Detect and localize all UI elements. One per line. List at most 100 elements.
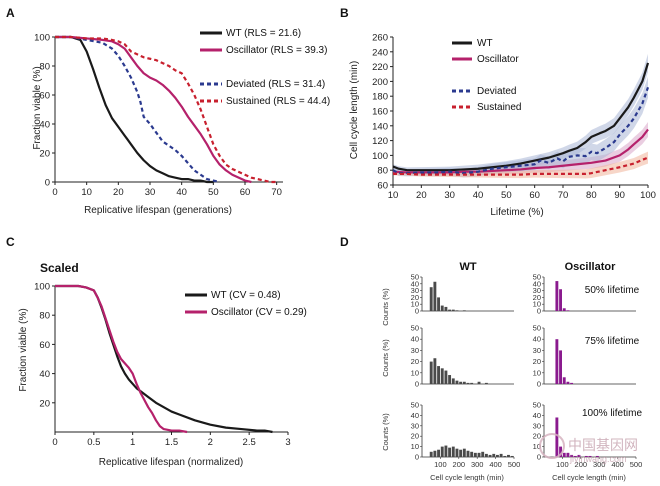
legend-label-sustained: Sustained bbox=[477, 102, 521, 113]
hist-y-tick-label: 50 bbox=[411, 324, 419, 333]
hist-x-tick-label: 500 bbox=[508, 460, 521, 469]
chart-a-xlabel: Replicative lifespan (generations) bbox=[84, 205, 232, 216]
series-line-oscillator bbox=[55, 284, 188, 434]
panel-label-b: B bbox=[340, 6, 349, 20]
series-line-wt bbox=[392, 62, 650, 172]
x-tick-label: 70 bbox=[558, 190, 569, 201]
hist-bar bbox=[559, 350, 562, 384]
hist-y-tick-label: 50 bbox=[411, 273, 419, 282]
hist-bar bbox=[470, 451, 474, 457]
hist-bar bbox=[584, 455, 588, 457]
hist-bar bbox=[484, 453, 488, 457]
hist-x-tick-label: 200 bbox=[575, 460, 588, 469]
hist-bar bbox=[437, 366, 440, 384]
hist-y-tick-label: 30 bbox=[411, 346, 419, 355]
hist-y-tick-label: 40 bbox=[411, 335, 419, 344]
hist-y-tick-label: 20 bbox=[533, 293, 541, 302]
hist-bar bbox=[507, 454, 510, 457]
hist-y-tick-label: 0 bbox=[415, 307, 419, 316]
hist-bar bbox=[437, 297, 440, 311]
hist-bar bbox=[455, 310, 459, 311]
hist-x-tick-label: 200 bbox=[453, 460, 466, 469]
x-tick-label: 10 bbox=[81, 187, 92, 198]
panel-label-d: D bbox=[340, 235, 349, 249]
hist-bar bbox=[466, 450, 470, 457]
column-header-wt: WT bbox=[459, 261, 476, 273]
hist-bar bbox=[559, 289, 562, 311]
chart-d-histograms: 0102030405001020304050010203040500102030… bbox=[411, 273, 643, 470]
hist-bar bbox=[429, 287, 433, 311]
hist-bar bbox=[451, 378, 455, 384]
hist-bar bbox=[573, 455, 577, 457]
hist-bar bbox=[451, 446, 455, 457]
x-tick-label: 50 bbox=[208, 187, 219, 198]
x-tick-label: 1 bbox=[130, 437, 135, 448]
hist-bar bbox=[488, 454, 492, 457]
y-tick-label: 100 bbox=[34, 282, 50, 293]
x-tick-label: 2 bbox=[208, 437, 213, 448]
legend-label-deviated: Deviated (RLS = 31.4) bbox=[226, 79, 325, 90]
y-tick-label: 200 bbox=[372, 77, 388, 88]
series-line-oscillator bbox=[392, 128, 649, 174]
y-tick-label: 0 bbox=[45, 178, 50, 189]
hist-y-tick-label: 50 bbox=[533, 273, 541, 282]
hist-y-tick-label: 30 bbox=[411, 421, 419, 430]
hist-y-tick-label: 0 bbox=[537, 453, 541, 462]
column-header-oscillator: Oscillator bbox=[565, 261, 616, 273]
hist-bar bbox=[462, 310, 466, 311]
hist-y-tick-label: 50 bbox=[533, 324, 541, 333]
series-line-deviated bbox=[392, 86, 650, 175]
hist-bar bbox=[496, 454, 499, 457]
hist-bar bbox=[429, 361, 433, 384]
watermark-text: 中国基因网 bbox=[568, 437, 638, 453]
chart-b-axes: 10 20 30 40 50 60 70 80 90 100 60 80 100 120 140 160 180… bbox=[372, 33, 656, 202]
chart-b-ylabel: Cell cycle length (min) bbox=[349, 61, 360, 159]
legend-label-oscillator: Oscillator bbox=[477, 54, 519, 65]
hist-bar bbox=[562, 308, 566, 311]
legend-label-oscillator: Oscillator (CV = 0.29) bbox=[211, 307, 307, 318]
hist-y-tick-label: 30 bbox=[533, 286, 541, 295]
y-tick-label: 80 bbox=[39, 311, 50, 322]
hist-y-tick-label: 20 bbox=[533, 357, 541, 366]
hist-bar bbox=[462, 448, 466, 457]
panel-label-c: C bbox=[6, 235, 15, 249]
x-tick-label: 20 bbox=[416, 190, 427, 201]
y-tick-label: 120 bbox=[372, 136, 388, 147]
x-tick-label: 100 bbox=[640, 190, 656, 201]
hist-y-tick-label: 0 bbox=[537, 307, 541, 316]
hist-bar bbox=[455, 380, 459, 384]
hist-bar bbox=[477, 381, 481, 384]
hist-y-tick-label: 30 bbox=[533, 346, 541, 355]
row-label-100: 100% lifetime bbox=[582, 408, 642, 419]
chart-c-title: Scaled bbox=[40, 261, 79, 275]
hist-bar bbox=[448, 309, 452, 311]
hist-bar bbox=[466, 382, 470, 384]
x-tick-label: 60 bbox=[529, 190, 540, 201]
y-tick-label: 40 bbox=[39, 369, 50, 380]
chart-d: WT Oscillator 50% lifetime 75% lifetime … bbox=[381, 261, 642, 482]
hist-ylabel-row1: Counts (%) bbox=[381, 288, 390, 326]
confidence-band bbox=[393, 76, 648, 178]
hist-bar bbox=[433, 281, 437, 311]
hist-ylabel-row2: Counts (%) bbox=[381, 339, 390, 377]
hist-x-tick-label: 300 bbox=[471, 460, 484, 469]
hist-y-tick-label: 40 bbox=[533, 279, 541, 288]
hist-bar bbox=[503, 455, 507, 457]
hist-y-tick-label: 20 bbox=[411, 432, 419, 441]
chart-a-legend: WT (RLS = 21.6) Oscillator (RLS = 39.3) … bbox=[200, 28, 330, 107]
chart-a: 0 10 20 30 40 50 60 70 0 20 40 60 80 100 Fraction via… bbox=[32, 28, 330, 216]
hist-y-tick-label: 40 bbox=[533, 335, 541, 344]
y-tick-label: 100 bbox=[34, 33, 50, 44]
panel-label-a: A bbox=[6, 6, 15, 20]
hist-y-tick-label: 20 bbox=[411, 293, 419, 302]
y-tick-label: 140 bbox=[372, 121, 388, 132]
hist-y-tick-label: 10 bbox=[411, 300, 419, 309]
hist-y-tick-label: 10 bbox=[411, 368, 419, 377]
x-tick-label: 0 bbox=[52, 437, 57, 448]
legend-label-oscillator: Oscillator (RLS = 39.3) bbox=[226, 45, 327, 56]
hist-bar bbox=[595, 455, 599, 457]
hist-x-tick-label: 100 bbox=[434, 460, 447, 469]
chart-c-lines bbox=[55, 284, 273, 434]
hist-bar bbox=[455, 448, 459, 457]
hist-y-tick-label: 10 bbox=[533, 368, 541, 377]
